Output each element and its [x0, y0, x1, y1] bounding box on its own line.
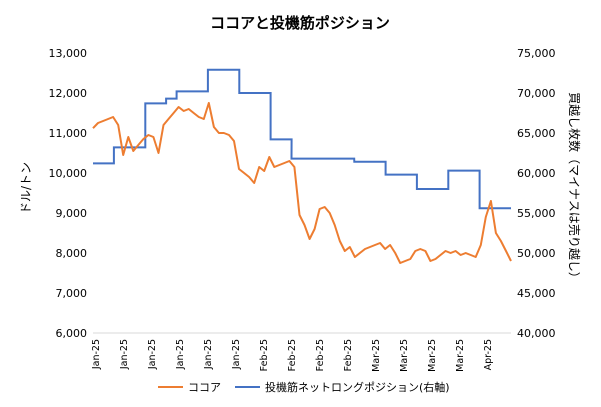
- x-tick-label: Feb-25: [287, 339, 298, 371]
- y-tick-right-label: 55,000: [517, 207, 556, 220]
- x-tick-label: Apr-25: [483, 339, 494, 370]
- x-tick-label: Mar-25: [455, 339, 466, 372]
- x-tick-label: Jan-25: [91, 339, 102, 370]
- y-tick-left-label: 10,000: [49, 167, 88, 180]
- x-tick-label: Jan-25: [231, 339, 242, 370]
- y-tick-left-label: 6,000: [56, 327, 88, 340]
- x-tick-label: Jan-25: [147, 339, 158, 370]
- legend-label-cocoa: ココア: [188, 381, 221, 394]
- y-tick-left-label: 13,000: [49, 47, 88, 60]
- series-line-cocoa: [92, 102, 512, 264]
- y-tick-left-label: 9,000: [56, 207, 88, 220]
- x-tick-label: Jan-25: [203, 339, 214, 370]
- y-axis-left-ticks: 6,000 7,000 8,000 9,000 10,000 11,000 12,000 13…: [49, 47, 88, 340]
- x-tick-label: Mar-25: [399, 339, 410, 372]
- y-tick-right-label: 40,000: [517, 327, 556, 340]
- x-tick-label: Mar-25: [371, 339, 382, 372]
- y-tick-right-label: 70,000: [517, 87, 556, 100]
- y-tick-right-label: 75,000: [517, 47, 556, 60]
- y-tick-right-label: 45,000: [517, 287, 556, 300]
- legend: ココア 投機筋ネットロングポジション(右軸): [158, 380, 450, 394]
- y-axis-title-left: ドル/トン: [19, 162, 33, 214]
- x-tick-label: Feb-25: [343, 339, 354, 371]
- x-tick-label: Mar-25: [427, 339, 438, 372]
- y-tick-left-label: 8,000: [56, 247, 88, 260]
- y-axis-title-right: 買越し枚数（マイナスは売り越し）: [567, 92, 582, 284]
- series-line-speculator: [93, 68, 511, 210]
- y-tick-right-label: 50,000: [517, 247, 556, 260]
- y-tick-left-label: 12,000: [49, 87, 88, 100]
- x-tick-label: Feb-25: [259, 339, 270, 371]
- y-tick-left-label: 11,000: [49, 127, 88, 140]
- series-layer: [92, 68, 512, 264]
- y-axis-right-ticks: 40,000 45,000 50,000 55,000 60,000 65,000 70,0…: [517, 47, 556, 340]
- y-tick-right-label: 65,000: [517, 127, 556, 140]
- chart-title: ココアと投機筋ポジション: [210, 14, 390, 32]
- legend-label-speculator: 投機筋ネットロングポジション(右軸): [265, 380, 450, 394]
- x-axis-ticks: Jan-25 Jan-25 Jan-25 Jan-25 Jan-25 Jan-25 Feb-…: [91, 339, 494, 372]
- y-tick-left-label: 7,000: [56, 287, 88, 300]
- x-tick-label: Jan-25: [119, 339, 130, 370]
- x-tick-label: Feb-25: [315, 339, 326, 371]
- y-tick-right-label: 60,000: [517, 167, 556, 180]
- x-tick-label: Jan-25: [175, 339, 186, 370]
